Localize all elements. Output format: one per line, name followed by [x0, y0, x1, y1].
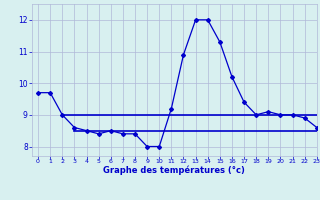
X-axis label: Graphe des températures (°c): Graphe des températures (°c): [103, 166, 245, 175]
